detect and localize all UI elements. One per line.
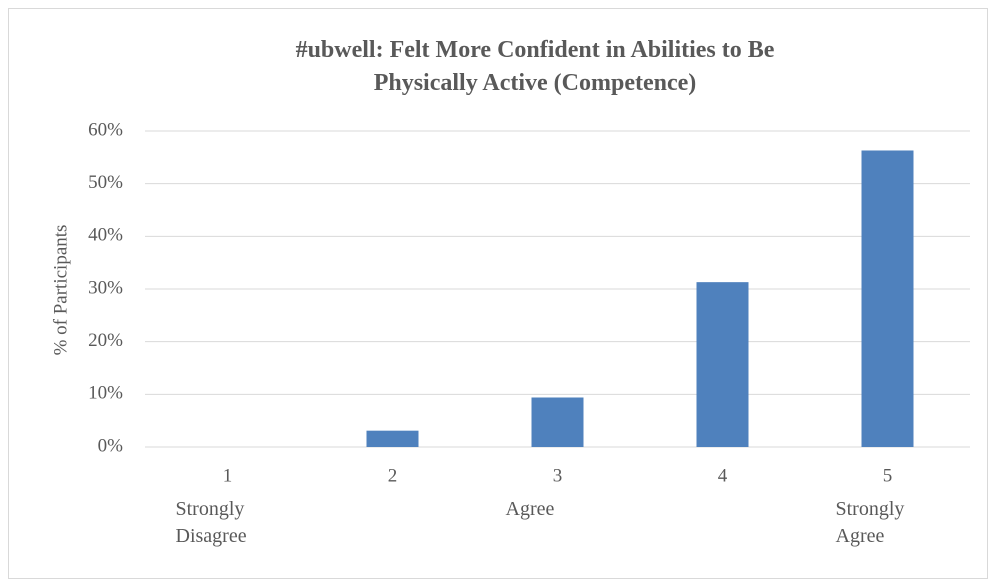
y-tick-label: 40% bbox=[88, 225, 123, 246]
x-tick-label: 5 bbox=[883, 465, 893, 486]
x-tick-label: 1 bbox=[223, 465, 233, 486]
category-note: Agree bbox=[505, 498, 555, 520]
category-note: Strongly Agree bbox=[835, 498, 905, 547]
category-note: Strongly Disagree bbox=[175, 498, 247, 547]
x-tick-label: 2 bbox=[388, 465, 398, 486]
x-tick-label: 3 bbox=[553, 465, 563, 486]
y-tick-label: 20% bbox=[88, 330, 123, 351]
bar bbox=[531, 397, 584, 447]
chart-frame bbox=[8, 8, 988, 579]
bar bbox=[366, 430, 419, 447]
y-tick-label: 10% bbox=[88, 383, 123, 404]
chart-title: #ubwell: Felt More Confident in Abilitie… bbox=[295, 37, 775, 96]
x-tick-label: 4 bbox=[718, 465, 728, 486]
y-tick-label: 30% bbox=[88, 277, 123, 298]
y-axis-label: % of Participants bbox=[50, 225, 71, 356]
bar bbox=[861, 150, 914, 447]
y-tick-label: 0% bbox=[98, 435, 124, 456]
y-tick-label: 60% bbox=[88, 119, 123, 140]
bar bbox=[696, 282, 749, 447]
y-tick-label: 50% bbox=[88, 172, 123, 193]
